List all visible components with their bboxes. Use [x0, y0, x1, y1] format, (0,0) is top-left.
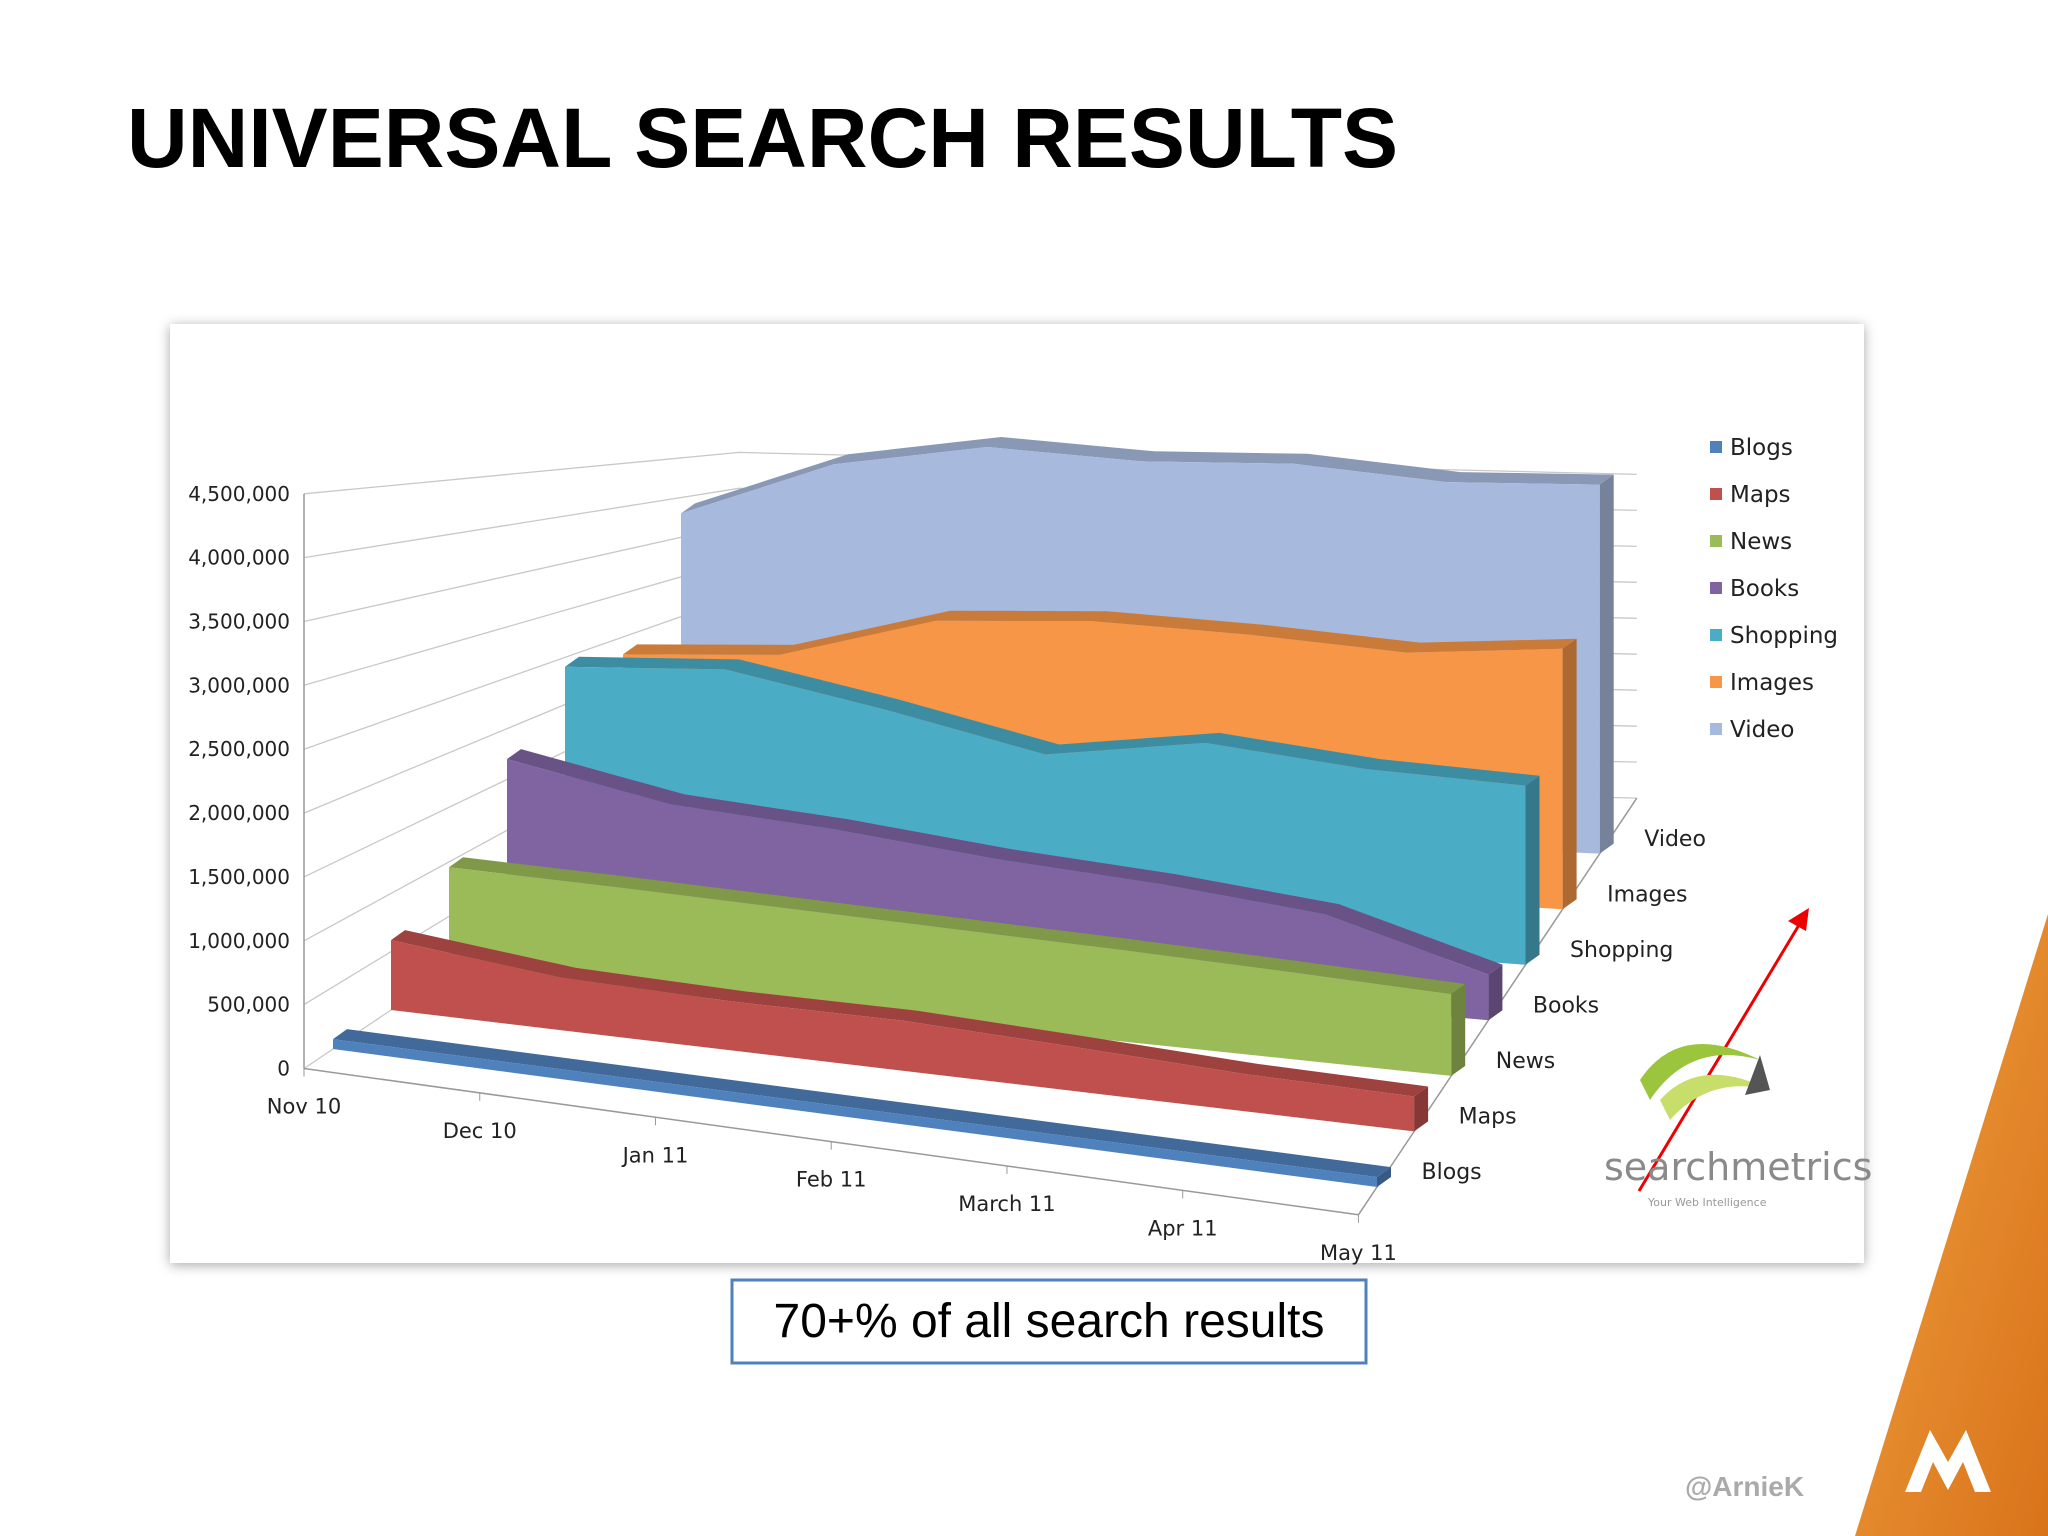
y-tick-label: 4,000,000: [188, 546, 290, 570]
legend-swatch: [1710, 441, 1722, 453]
x-tick-label: Nov 10: [267, 1095, 341, 1119]
x-tick-label: May 11: [1320, 1241, 1397, 1265]
x-tick-label: Jan 11: [621, 1143, 689, 1167]
depth-label: Images: [1607, 882, 1687, 907]
x-tick-label: Apr 11: [1148, 1216, 1218, 1240]
area-side: [1562, 638, 1577, 910]
corner-decoration: [1855, 914, 2048, 1536]
legend-label: Blogs: [1730, 435, 1793, 461]
y-tick-label: 1,500,000: [188, 865, 290, 889]
logo-tagline: Your Web Intelligence: [1647, 1196, 1767, 1209]
legend-swatch: [1710, 723, 1722, 735]
y-tick-label: 4,500,000: [188, 482, 290, 506]
annotation-box: [730, 1278, 1368, 1365]
y-tick-label: 3,500,000: [188, 609, 290, 633]
area: [391, 940, 1415, 1132]
logo-swoosh: [1660, 1074, 1770, 1120]
x-tick-label: March 11: [958, 1192, 1055, 1216]
area-top: [333, 1029, 1391, 1178]
area: [449, 867, 1452, 1076]
y-tick-label: 1,000,000: [188, 929, 290, 953]
area-side: [1488, 964, 1503, 1021]
legend-swatch: [1710, 582, 1722, 594]
legend-label: Books: [1730, 576, 1799, 602]
legend-label: Images: [1730, 670, 1814, 696]
logo-swoosh: [1640, 1044, 1760, 1100]
y-tick-label: 3,000,000: [188, 673, 290, 697]
area-top: [623, 610, 1577, 655]
depth-label: Maps: [1459, 1105, 1517, 1130]
logo-mark: [1745, 1055, 1770, 1095]
area-side: [1377, 1167, 1391, 1187]
legend-swatch: [1710, 676, 1722, 688]
x-tick-label: Feb 11: [796, 1168, 867, 1192]
y-tick-label: 0: [277, 1057, 290, 1081]
area-side: [1599, 474, 1614, 854]
y-tick-label: 2,000,000: [188, 801, 290, 825]
y-tick-label: 2,500,000: [188, 737, 290, 761]
y-tick-label: 500,000: [207, 993, 290, 1017]
logo-name: searchmetrics: [1604, 1145, 1872, 1189]
depth-label: Video: [1644, 827, 1706, 852]
area-top: [565, 656, 1540, 786]
area-side: [1414, 1086, 1429, 1132]
depth-label: Shopping: [1570, 938, 1673, 963]
depth-label: Blogs: [1422, 1160, 1482, 1185]
area-top: [681, 437, 1614, 514]
arrow-head: [1788, 908, 1809, 931]
depth-label: News: [1496, 1049, 1555, 1074]
legend-label: Maps: [1730, 482, 1791, 508]
area: [333, 1039, 1377, 1187]
legend-swatch: [1710, 488, 1722, 500]
depth-label: Books: [1533, 994, 1599, 1019]
area-top: [449, 857, 1466, 994]
area-top: [507, 749, 1503, 975]
area-top: [391, 930, 1429, 1097]
legend-label: News: [1730, 529, 1792, 555]
legend-swatch: [1710, 629, 1722, 641]
x-tick-label: Dec 10: [443, 1119, 517, 1143]
area-side: [1525, 775, 1540, 965]
slide-title: UNIVERSAL SEARCH RESULTS: [127, 91, 1398, 185]
area-side: [1451, 984, 1466, 1076]
annotation: 70+% of all search results: [774, 1295, 1325, 1348]
legend-label: Video: [1730, 717, 1794, 743]
legend-label: Shopping: [1730, 623, 1838, 649]
legend-swatch: [1710, 535, 1722, 547]
footer: @ArnieK: [1685, 1471, 1804, 1502]
plot: 0 500,000 1,000,000 1,500,000 2,000,000 2,500…: [188, 435, 1838, 1265]
corner-logo: [1905, 1430, 1991, 1492]
